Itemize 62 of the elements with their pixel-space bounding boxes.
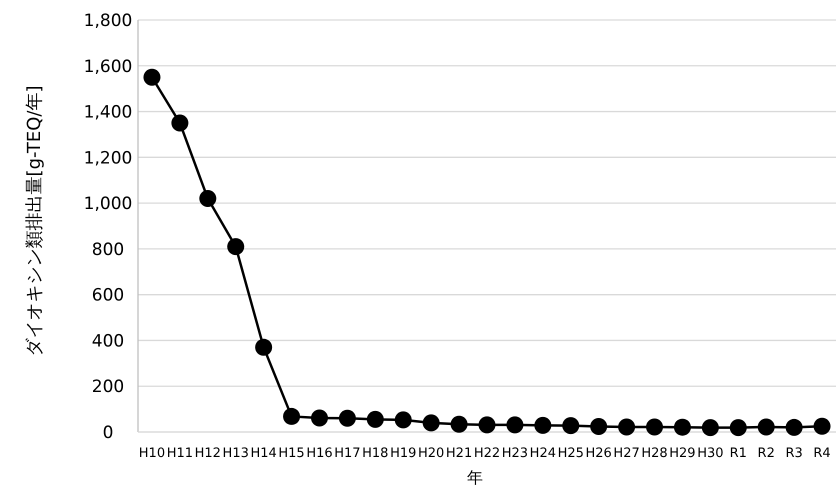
point [786,418,803,436]
point [618,418,636,436]
x-tick-label: H10 [138,446,166,461]
x-tick-label: H17 [334,446,361,461]
x-tick-label: H15 [278,446,305,461]
point [506,416,524,434]
y-tick-label: 800 [92,240,124,260]
x-axis-title: 年 [467,468,483,487]
x-tick-label: H22 [474,446,500,461]
y-tick-label: 1,000 [84,194,132,214]
point [478,416,496,434]
point [422,414,440,432]
point [171,114,188,132]
point [283,408,300,425]
y-tick-label: 0 [102,423,114,443]
x-tick-label: H24 [530,446,556,461]
point [814,418,831,435]
y-tick-label: 200 [92,377,124,398]
point [366,410,384,428]
point [674,418,691,436]
x-tick-label: R1 [730,446,747,461]
y-tick-label: 400 [92,331,124,352]
point [450,416,468,433]
x-tick-label: H20 [418,446,444,461]
y-tick-label: 1,200 [84,148,132,168]
point [310,410,328,427]
point [646,418,664,436]
point [534,416,552,434]
x-tick-label: H27 [613,446,640,461]
x-tick-label: H28 [641,446,668,461]
y-tick-label: 1,800 [84,11,132,31]
x-tick-label: H18 [362,446,388,461]
point [758,418,775,436]
point [730,419,747,436]
x-tick-label: H21 [446,446,472,461]
y-tick-label: 1,600 [84,56,132,77]
point [199,190,216,208]
x-tick-label: H12 [194,446,221,461]
x-tick-label: H16 [306,446,333,461]
y-tick-label: 600 [92,286,124,306]
point [394,411,412,428]
point [562,417,580,434]
point [590,418,608,436]
point [255,338,272,356]
x-tick-label: H29 [669,446,696,461]
x-tick-label: R2 [758,446,775,461]
x-tick-label: R3 [785,446,803,461]
y-axis-title: ダイオキシン類排出量[g-TEQ/年] [24,86,45,356]
x-tick-label: H30 [697,446,724,461]
x-tick-label: H23 [502,446,528,461]
x-tick-label: H25 [558,446,584,461]
point [702,419,719,436]
x-tick-label: H14 [250,446,277,461]
point [338,410,356,427]
x-tick-label: H13 [222,446,249,461]
x-tick-label: R4 [813,446,831,461]
y-tick-label: 1,400 [84,102,132,123]
point [227,238,244,256]
x-tick-label: H26 [586,446,612,461]
x-tick-label: H19 [390,446,416,461]
x-tick-label: H11 [166,446,194,461]
point [143,68,160,86]
